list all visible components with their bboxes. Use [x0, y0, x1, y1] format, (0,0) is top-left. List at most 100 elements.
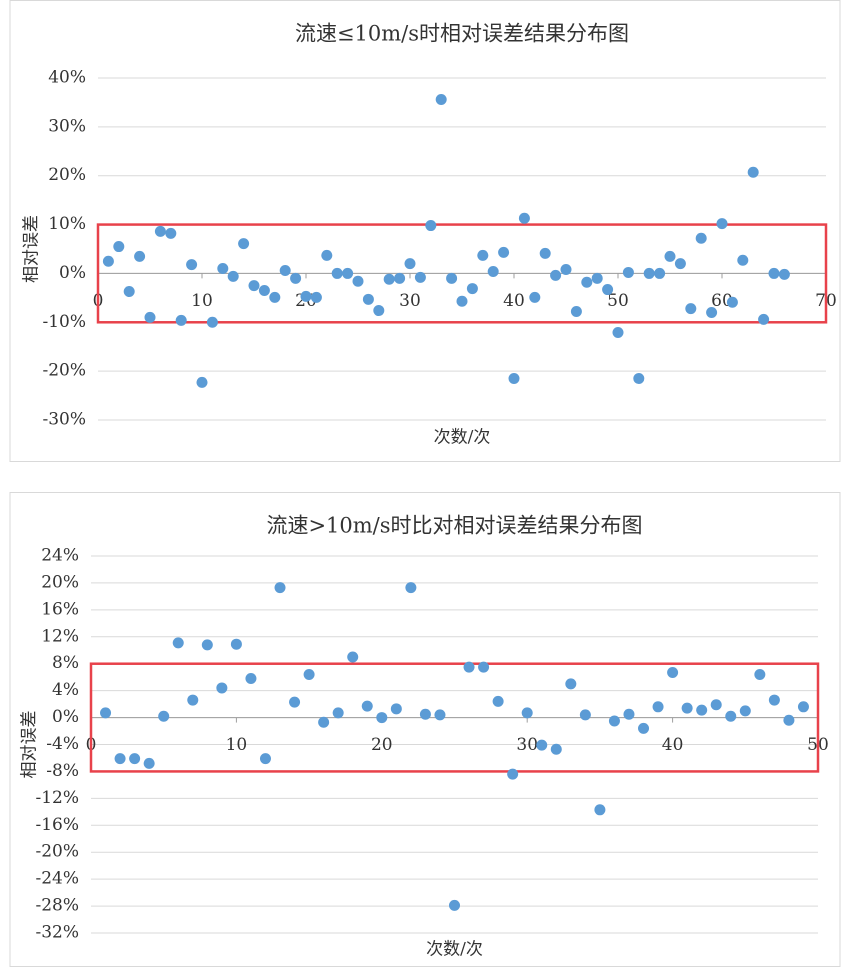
point	[227, 270, 239, 282]
point	[706, 307, 718, 319]
point	[591, 272, 603, 284]
point	[404, 258, 416, 270]
point	[238, 238, 250, 250]
point	[529, 291, 541, 303]
point	[352, 275, 364, 287]
point	[394, 272, 406, 284]
y-tick-label: -4%	[46, 734, 79, 754]
y-tick-label: 30%	[48, 116, 86, 136]
x-axis-label: 次数/次	[426, 940, 483, 960]
point	[570, 306, 582, 318]
point	[361, 700, 373, 712]
point	[466, 283, 478, 295]
point	[498, 246, 510, 258]
point	[303, 668, 315, 680]
point	[347, 651, 359, 663]
point	[144, 311, 156, 323]
y-tick-label: 40%	[48, 68, 86, 88]
y-tick-label: -20%	[42, 361, 86, 381]
x-tick-label: 40	[503, 291, 525, 311]
point	[175, 314, 187, 326]
point	[446, 272, 458, 284]
point	[274, 582, 286, 594]
point	[102, 255, 114, 267]
x-tick-label: 60	[711, 291, 733, 311]
x-tick-label: 50	[607, 291, 629, 311]
point	[113, 241, 125, 253]
point	[633, 372, 645, 384]
point	[463, 661, 475, 673]
y-tick-label: 20%	[41, 572, 79, 592]
point	[664, 250, 676, 262]
point	[622, 266, 634, 278]
y-tick-label: 16%	[41, 599, 79, 619]
y-tick-label: -30%	[42, 410, 86, 430]
point	[419, 708, 431, 720]
y-tick-label: -8%	[46, 761, 79, 781]
point	[747, 166, 759, 178]
chart-title: 流速≤10m/s时相对误差结果分布图	[295, 22, 629, 46]
point	[685, 303, 697, 315]
point	[726, 296, 738, 308]
point	[245, 673, 257, 685]
point	[321, 249, 333, 261]
point	[507, 768, 519, 780]
point	[318, 716, 330, 728]
point	[695, 232, 707, 244]
y-tick-label: -28%	[35, 896, 79, 916]
point	[652, 701, 664, 713]
x-tick-label: 10	[191, 291, 213, 311]
point	[623, 708, 635, 720]
point	[477, 249, 489, 261]
point	[373, 305, 385, 317]
point	[536, 739, 548, 751]
point	[550, 269, 562, 281]
y-axis-label: 相对误差	[20, 711, 40, 779]
point	[518, 212, 530, 224]
point	[456, 295, 468, 307]
point	[201, 639, 213, 651]
y-tick-label: 0%	[52, 707, 79, 727]
chart-frame	[9, 492, 841, 967]
point	[579, 709, 591, 721]
point	[405, 582, 417, 594]
point	[332, 707, 344, 719]
point	[289, 696, 301, 708]
point	[376, 712, 388, 724]
point	[739, 705, 751, 717]
point	[565, 678, 577, 690]
y-tick-label: 0%	[59, 263, 86, 283]
y-axis-label: 相对误差	[22, 215, 42, 283]
point	[508, 372, 520, 384]
y-tick-label: 12%	[41, 626, 79, 646]
point	[737, 254, 749, 266]
point	[674, 258, 686, 270]
point	[681, 702, 693, 714]
point	[778, 268, 790, 280]
point	[492, 695, 504, 707]
point	[279, 264, 291, 276]
point	[797, 701, 809, 713]
point	[434, 709, 446, 721]
point	[725, 710, 737, 722]
point	[216, 682, 228, 694]
point	[550, 743, 562, 755]
point	[129, 753, 141, 765]
point	[710, 699, 722, 711]
point	[310, 291, 322, 303]
x-tick-label: 40	[662, 735, 684, 755]
point	[331, 267, 343, 279]
point	[643, 267, 655, 279]
y-tick-label: -20%	[35, 842, 79, 862]
point	[196, 376, 208, 388]
point	[783, 714, 795, 726]
y-tick-label: -12%	[35, 788, 79, 808]
point	[217, 263, 229, 275]
point	[248, 280, 260, 292]
point	[230, 638, 242, 650]
point	[581, 276, 593, 288]
x-axis-label: 次数/次	[434, 428, 491, 448]
point	[269, 291, 281, 303]
point	[114, 753, 126, 765]
